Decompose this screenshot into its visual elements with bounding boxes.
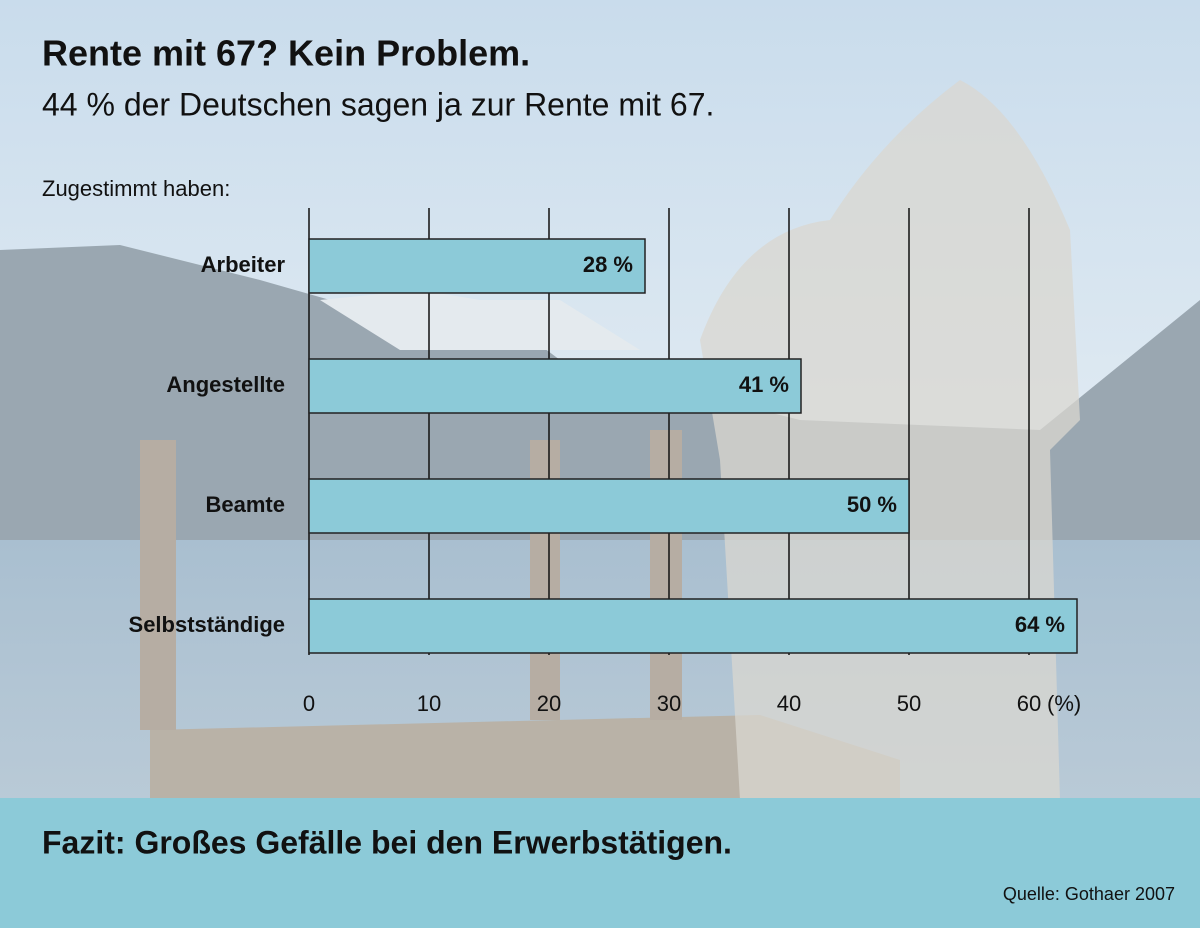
category-label: Arbeiter (201, 252, 286, 277)
bar (308, 358, 802, 414)
chart-title: Rente mit 67? Kein Problem. (42, 33, 530, 74)
conclusion: Fazit: Großes Gefälle bei den Erwerbstät… (42, 824, 732, 860)
value-label: 64 % (1015, 612, 1065, 637)
category-label: Beamte (206, 492, 285, 517)
x-tick-label: 60 (1017, 691, 1041, 716)
bar (308, 238, 646, 294)
x-tick-label: 30 (657, 691, 681, 716)
value-label: 41 % (739, 372, 789, 397)
bar (308, 478, 910, 534)
category-label: Angestellte (166, 372, 285, 397)
category-label: Selbstständige (129, 612, 285, 637)
x-axis-unit: (%) (1047, 691, 1081, 716)
x-tick-label: 10 (417, 691, 441, 716)
x-tick-label: 20 (537, 691, 561, 716)
bar (308, 598, 1078, 654)
value-label: 50 % (847, 492, 897, 517)
chart-subtitle: 44 % der Deutschen sagen ja zur Rente mi… (42, 86, 714, 122)
y-axis-label: Zugestimmt haben: (42, 176, 230, 201)
x-tick-label: 50 (897, 691, 921, 716)
value-label: 28 % (583, 252, 633, 277)
x-tick-label: 0 (303, 691, 315, 716)
source: Quelle: Gothaer 2007 (1003, 884, 1175, 904)
x-tick-label: 40 (777, 691, 801, 716)
